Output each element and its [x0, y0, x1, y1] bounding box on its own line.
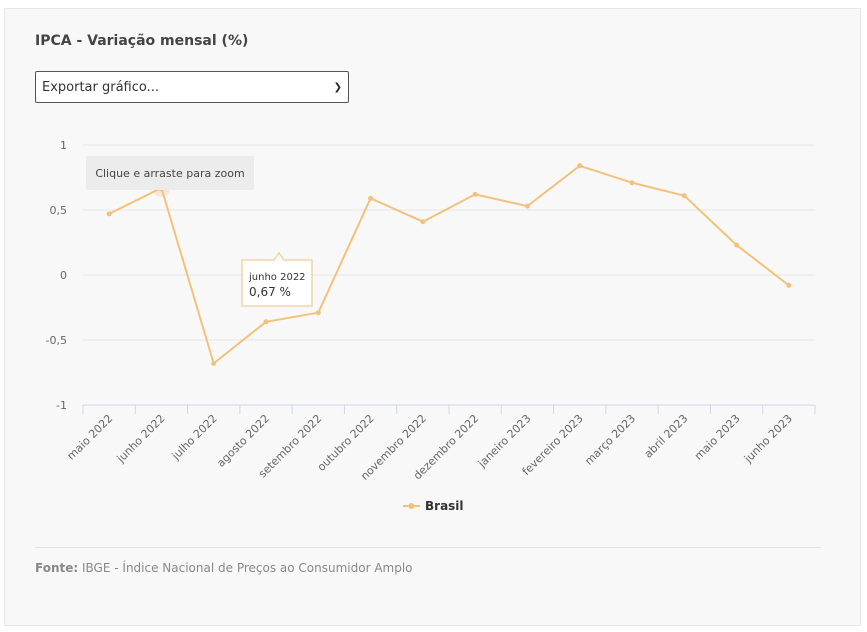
series-line-brasil	[108, 164, 790, 365]
data-point[interactable]	[263, 319, 269, 325]
source-note: Fonte: IBGE - Índice Nacional de Preços …	[35, 561, 413, 575]
x-tick-label: junho 2022	[114, 412, 168, 466]
zoom-hint-text: Clique e arraste para zoom	[95, 167, 244, 180]
x-tick-label: janeiro 2023	[475, 412, 534, 471]
footer-divider	[35, 547, 821, 548]
y-tick-label: 0,5	[50, 204, 68, 217]
y-tick-label: -0,5	[46, 334, 67, 347]
data-point[interactable]	[786, 282, 792, 288]
data-point[interactable]	[211, 360, 217, 366]
export-select-value: Exportar gráfico...	[42, 79, 160, 95]
x-tick-label: maio 2023	[692, 412, 743, 463]
data-point[interactable]	[472, 191, 478, 197]
tooltip-value: 0,67 %	[249, 285, 291, 299]
data-point[interactable]	[368, 195, 374, 201]
legend-item-brasil[interactable]: Brasil	[403, 499, 464, 513]
tooltip-period: junho 2022	[248, 272, 306, 283]
data-point[interactable]	[106, 211, 112, 217]
tooltip: junho 2022 0,67 %	[241, 252, 313, 307]
export-chart-select[interactable]: Exportar gráfico... ❯	[35, 71, 349, 103]
data-point[interactable]	[315, 310, 321, 316]
y-tick-label: -1	[56, 399, 67, 412]
data-point[interactable]	[629, 180, 635, 186]
chart-title: IPCA - Variação mensal (%)	[35, 33, 249, 49]
source-text: IBGE - Índice Nacional de Preços ao Cons…	[82, 561, 413, 575]
legend-marker-icon	[408, 503, 415, 509]
x-tick-label: março 2023	[582, 412, 638, 468]
y-tick-label: 0	[60, 269, 67, 282]
x-tick-label: agosto 2022	[214, 412, 272, 470]
data-point[interactable]	[734, 242, 740, 248]
chart-card	[4, 8, 861, 626]
y-tick-label: 1	[60, 139, 67, 152]
zoom-hint: Clique e arraste para zoom	[86, 156, 254, 190]
x-tick-label: abril 2023	[642, 412, 691, 461]
data-point[interactable]	[577, 163, 583, 169]
chevron-down-icon: ❯	[333, 81, 342, 93]
data-point[interactable]	[681, 193, 687, 199]
source-label: Fonte:	[35, 561, 79, 575]
legend-label: Brasil	[425, 499, 464, 513]
x-tick-label: maio 2022	[65, 412, 116, 463]
data-point[interactable]	[524, 203, 530, 209]
data-point[interactable]	[420, 219, 426, 225]
x-tick-label: julho 2022	[169, 412, 220, 463]
x-tick-label: junho 2023	[741, 412, 795, 466]
